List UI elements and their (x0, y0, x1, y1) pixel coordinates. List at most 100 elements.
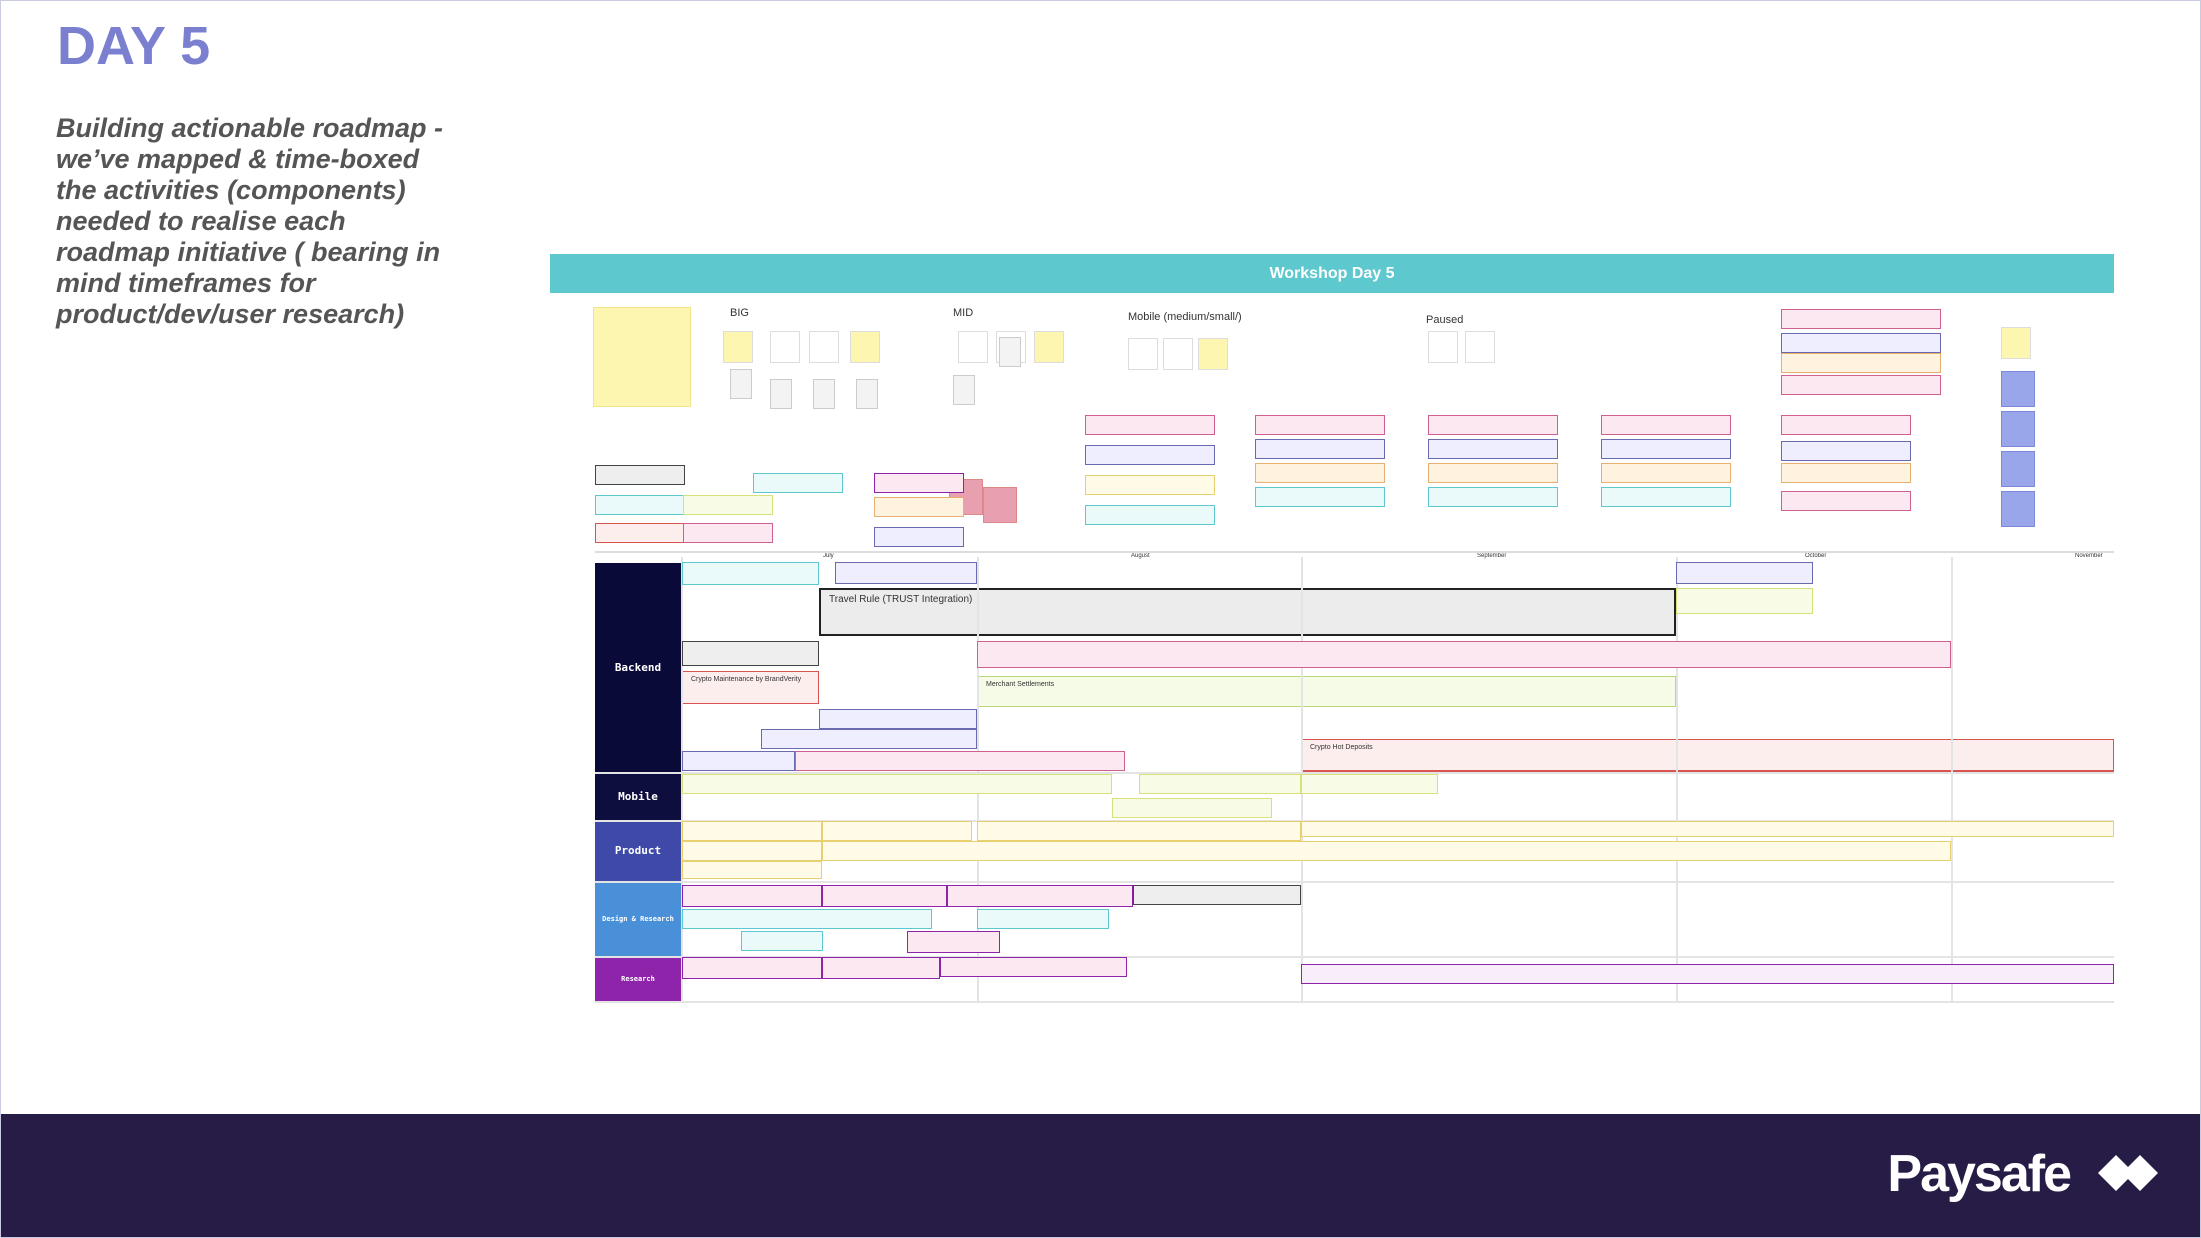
task-card (1601, 487, 1731, 507)
task-card (1781, 463, 1911, 483)
logo-mark (2098, 1155, 2158, 1191)
sticky-note (770, 379, 792, 409)
gantt-bar (977, 909, 1109, 929)
gantt-bar (822, 821, 972, 841)
sticky-note (2001, 327, 2031, 359)
task-card (1085, 475, 1215, 495)
grid-line (595, 881, 2114, 883)
gantt-bar (1139, 774, 1301, 794)
sticky-note (1198, 338, 1228, 370)
month-label: July (823, 553, 834, 559)
sticky-note (856, 379, 878, 409)
lane-label: Backend (595, 563, 681, 772)
sticky-note (723, 331, 753, 363)
sticky-note (1128, 338, 1158, 370)
task-card (753, 473, 843, 493)
gantt-bar (822, 957, 940, 979)
sticky-note (2001, 491, 2035, 527)
task-card (1781, 333, 1941, 353)
task-card (1601, 463, 1731, 483)
sticky-note (809, 331, 839, 363)
gantt-bar (682, 562, 819, 585)
gantt-bar (977, 821, 1301, 841)
slide-title: DAY 5 (57, 16, 211, 76)
gantt-bar (682, 751, 795, 771)
sticky-note (770, 331, 800, 363)
gantt-bar (977, 641, 1951, 668)
roadmap-item: Crypto Maintenance by BrandVerity (682, 671, 819, 704)
slide-subtitle: Building actionable roadmap - we’ve mapp… (56, 113, 444, 329)
roadmap-item: Travel Rule (TRUST Integration) (819, 588, 1676, 636)
grid-line (595, 551, 2114, 553)
task-card (1255, 487, 1385, 507)
gantt-bar (682, 821, 822, 841)
sticky-note (730, 369, 752, 399)
gantt-bar (741, 931, 823, 951)
task-card (1781, 491, 1911, 511)
task-card (1781, 309, 1941, 329)
gantt-bar (1676, 562, 1813, 584)
gantt-bar (682, 774, 1112, 794)
task-card (1781, 441, 1911, 461)
section-label: MID (953, 307, 974, 319)
gantt-bar (907, 931, 1000, 953)
task-card (595, 495, 685, 515)
task-card (1428, 439, 1558, 459)
brand-logo: Paysafe (1887, 1145, 2072, 1203)
section-label: Paused (1426, 314, 1464, 326)
footer-bar (1, 1114, 2200, 1237)
task-card (683, 495, 773, 515)
gantt-bar (682, 909, 932, 929)
board-banner: Workshop Day 5 (550, 254, 2114, 293)
grid-line (595, 1001, 2114, 1003)
sticky-note (813, 379, 835, 409)
gantt-bar (947, 885, 1133, 907)
lane-label: Design & Research (595, 881, 681, 956)
month-label: August (1131, 553, 1150, 559)
gantt-bar (1301, 821, 2114, 837)
task-card (1781, 353, 1941, 373)
task-card (874, 497, 964, 517)
roadmap-item: Crypto Hot Deposits (1301, 739, 2114, 772)
task-card (595, 465, 685, 485)
gantt-bar (682, 885, 822, 907)
gantt-bar (682, 861, 822, 879)
gantt-bar (1301, 774, 1438, 794)
sticky-note (999, 337, 1021, 367)
gantt-bar (940, 957, 1127, 977)
month-label: September (1477, 553, 1507, 559)
task-card (1428, 415, 1558, 435)
gantt-bar (835, 562, 977, 584)
grid-line (1951, 557, 1953, 1001)
sticky-note (2001, 371, 2035, 407)
sticky-note (2001, 451, 2035, 487)
sticky-note (2001, 411, 2035, 447)
section-label: BIG (730, 307, 749, 319)
sticky-note (850, 331, 880, 363)
gantt-bar (682, 841, 822, 861)
lane-label: Mobile (595, 772, 681, 820)
task-card (1255, 463, 1385, 483)
month-label: October (1805, 553, 1827, 559)
sticky-note (1163, 338, 1193, 370)
task-card (1601, 439, 1731, 459)
gantt-bar (819, 709, 977, 729)
sticky-note (953, 375, 975, 405)
sticky-note (593, 307, 691, 407)
task-card (1085, 445, 1215, 465)
task-card (1781, 415, 1911, 435)
gantt-bar (822, 885, 947, 907)
lane-label: Product (595, 820, 681, 881)
gantt-bar (682, 641, 819, 666)
gantt-bar (1301, 964, 2114, 984)
roadmap-item: Merchant Settlements (977, 676, 1676, 707)
gantt-bar (1133, 885, 1301, 905)
grid-line (1676, 557, 1678, 1001)
task-card (683, 523, 773, 543)
task-card (1781, 375, 1941, 395)
sticky-note (958, 331, 988, 363)
gantt-bar (1676, 588, 1813, 614)
gantt-bar (795, 751, 1125, 771)
grid-line (595, 772, 2114, 774)
